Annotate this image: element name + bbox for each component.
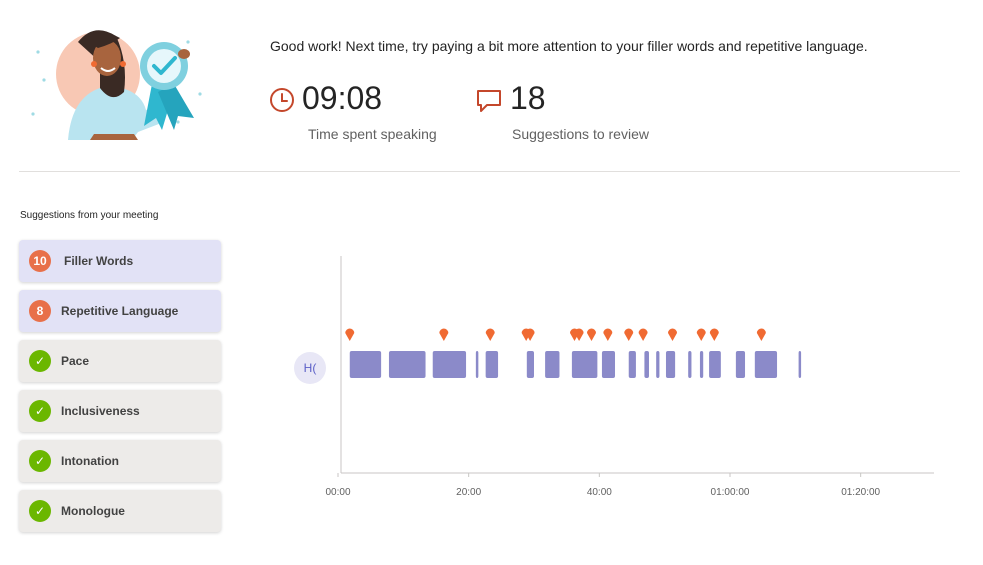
x-tick-label: 01:20:00 bbox=[841, 487, 880, 498]
suggestion-markers bbox=[345, 328, 766, 342]
speaking-segment[interactable] bbox=[665, 351, 676, 378]
filler-words-label: Filler Words bbox=[64, 254, 134, 268]
feedback-message: Good work! Next time, try paying a bit m… bbox=[270, 38, 868, 54]
speaker-avatar[interactable] bbox=[294, 352, 326, 384]
speaking-segment[interactable] bbox=[644, 351, 649, 378]
suggestion-repetitive-language[interactable]: 8 Repetitive Language bbox=[19, 290, 221, 332]
suggestion-marker[interactable] bbox=[696, 328, 706, 342]
suggestion-intonation[interactable]: ✓ Intonation bbox=[19, 440, 221, 482]
intonation-label: Intonation bbox=[61, 454, 119, 468]
suggestion-marker[interactable] bbox=[709, 328, 719, 342]
checkmark-icon: ✓ bbox=[29, 400, 51, 422]
suggestion-monologue[interactable]: ✓ Monologue bbox=[19, 490, 221, 532]
speaking-segment[interactable] bbox=[571, 351, 598, 378]
suggestion-marker[interactable] bbox=[624, 328, 634, 342]
speaking-timeline: H( 00:00 20:00 40:00 01:00:00 01:20:00 bbox=[294, 256, 934, 498]
pace-label: Pace bbox=[61, 354, 90, 368]
repetitive-language-count-badge: 8 bbox=[29, 300, 51, 322]
suggestion-marker[interactable] bbox=[638, 328, 648, 342]
speaking-segment[interactable] bbox=[754, 351, 778, 378]
suggestions-count-label: Suggestions to review bbox=[512, 126, 649, 142]
repetitive-language-label: Repetitive Language bbox=[61, 304, 179, 318]
speaking-segment[interactable] bbox=[699, 351, 704, 378]
x-tick-label: 40:00 bbox=[587, 487, 612, 498]
speaking-segment[interactable] bbox=[432, 351, 467, 378]
suggestions-section-title: Suggestions from your meeting bbox=[20, 210, 159, 221]
suggestion-pace[interactable]: ✓ Pace bbox=[19, 340, 221, 382]
speaking-segment[interactable] bbox=[735, 351, 746, 378]
speaking-segment[interactable] bbox=[349, 351, 382, 378]
suggestion-marker[interactable] bbox=[525, 328, 535, 342]
x-tick-label: 20:00 bbox=[456, 487, 481, 498]
timeline-tick-labels: 00:00 20:00 40:00 01:00:00 01:20:00 bbox=[325, 473, 881, 498]
summary-header: Good work! Next time, try paying a bit m… bbox=[0, 0, 983, 172]
suggestion-marker[interactable] bbox=[574, 328, 584, 342]
speaking-segment[interactable] bbox=[545, 351, 560, 378]
celebration-illustration bbox=[31, 30, 202, 140]
speaking-segment[interactable] bbox=[475, 351, 479, 378]
time-spent-value: 09:08 bbox=[302, 80, 383, 116]
speaking-segment[interactable] bbox=[798, 351, 802, 378]
speaking-segment[interactable] bbox=[656, 351, 660, 378]
suggestion-marker[interactable] bbox=[586, 328, 596, 342]
speech-bubble-icon bbox=[477, 90, 501, 112]
suggestions-count-value: 18 bbox=[510, 80, 546, 116]
suggestion-marker[interactable] bbox=[756, 328, 766, 342]
suggestion-inclusiveness[interactable]: ✓ Inclusiveness bbox=[19, 390, 221, 432]
checkmark-icon: ✓ bbox=[29, 350, 51, 372]
monologue-label: Monologue bbox=[61, 504, 125, 518]
filler-words-count-badge: 10 bbox=[29, 250, 51, 272]
checkmark-icon: ✓ bbox=[29, 450, 51, 472]
x-tick-label: 00:00 bbox=[325, 487, 350, 498]
clock-icon bbox=[270, 88, 294, 112]
speaking-segment[interactable] bbox=[688, 351, 692, 378]
speaking-segment[interactable] bbox=[526, 351, 534, 378]
time-spent-label: Time spent speaking bbox=[308, 126, 437, 142]
speaking-segment[interactable] bbox=[485, 351, 499, 378]
x-tick-label: 01:00:00 bbox=[711, 487, 750, 498]
speaking-segment[interactable] bbox=[388, 351, 426, 378]
suggestion-marker[interactable] bbox=[345, 328, 355, 342]
timeline-axis bbox=[340, 256, 934, 474]
divider bbox=[19, 171, 960, 172]
speaking-segment[interactable] bbox=[628, 351, 636, 378]
speaking-segment[interactable] bbox=[601, 351, 616, 378]
suggestion-filler-words[interactable]: 10 Filler Words bbox=[19, 240, 221, 282]
suggestions-list: 10 Filler Words 8 Repetitive Language ✓ … bbox=[19, 240, 221, 540]
speaking-segments bbox=[349, 351, 802, 378]
speaking-segment[interactable] bbox=[709, 351, 721, 378]
suggestion-marker[interactable] bbox=[485, 328, 495, 342]
suggestion-marker[interactable] bbox=[439, 328, 449, 342]
suggestion-marker[interactable] bbox=[668, 328, 678, 342]
checkmark-icon: ✓ bbox=[29, 500, 51, 522]
inclusiveness-label: Inclusiveness bbox=[61, 404, 140, 418]
suggestion-marker[interactable] bbox=[603, 328, 613, 342]
speaker-initials: H( bbox=[304, 361, 317, 375]
